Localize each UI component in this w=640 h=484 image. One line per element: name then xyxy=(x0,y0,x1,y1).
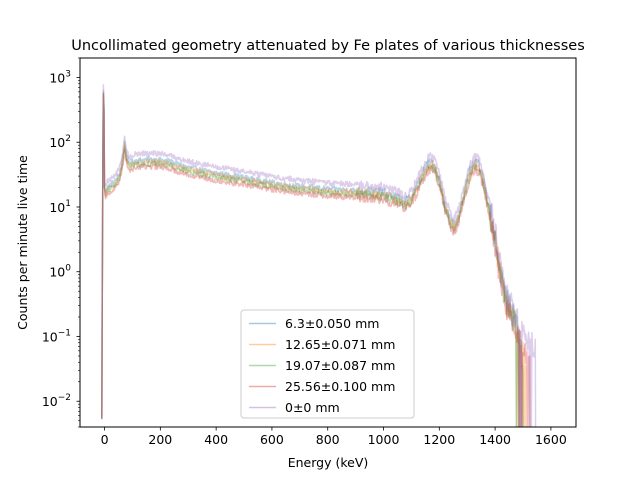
y-axis-label: Counts per minute live time xyxy=(15,155,30,330)
y-tick-label: 101 xyxy=(49,199,71,215)
x-axis-ticks: 0 200 400 600 800 1000 1200 1400 1600 xyxy=(101,427,567,447)
x-tick-label: 1400 xyxy=(479,432,511,447)
series-line xyxy=(101,92,524,427)
y-axis-ticks: 10−2 10−1 100 101 102 103 xyxy=(42,57,80,428)
x-tick-label: 200 xyxy=(148,432,172,447)
series-line xyxy=(101,92,527,427)
x-axis-label: Energy (keV) xyxy=(288,455,369,470)
y-tick-label: 103 xyxy=(49,69,71,85)
legend-box xyxy=(240,309,415,419)
x-tick-label: 1200 xyxy=(423,432,455,447)
legend-label: 19.07±0.087 mm xyxy=(285,358,395,373)
legend-label: 6.3±0.050 mm xyxy=(285,316,379,331)
legend-label: 12.65±0.071 mm xyxy=(285,337,395,352)
x-tick-label: 0 xyxy=(101,432,109,447)
y-tick-label: 102 xyxy=(49,134,71,150)
series-line xyxy=(101,93,531,427)
legend: 6.3±0.050 mm 12.65±0.071 mm 19.07±0.087 mm… xyxy=(240,309,415,419)
x-tick-label: 400 xyxy=(204,432,228,447)
chart-title: Uncollimated geometry attenuated by Fe p… xyxy=(71,38,585,54)
y-tick-label: 100 xyxy=(49,264,71,280)
series-layer xyxy=(101,84,537,427)
legend-label: 25.56±0.100 mm xyxy=(285,379,395,394)
x-tick-label: 1600 xyxy=(535,432,567,447)
series-line xyxy=(101,89,523,427)
y-tick-label: 10−2 xyxy=(42,393,71,409)
x-tick-label: 600 xyxy=(260,432,284,447)
x-tick-label: 800 xyxy=(316,432,340,447)
y-tick-label: 10−1 xyxy=(42,328,71,344)
series-line xyxy=(101,84,537,427)
legend-label: 0±0 mm xyxy=(285,400,340,415)
x-tick-label: 1000 xyxy=(368,432,400,447)
